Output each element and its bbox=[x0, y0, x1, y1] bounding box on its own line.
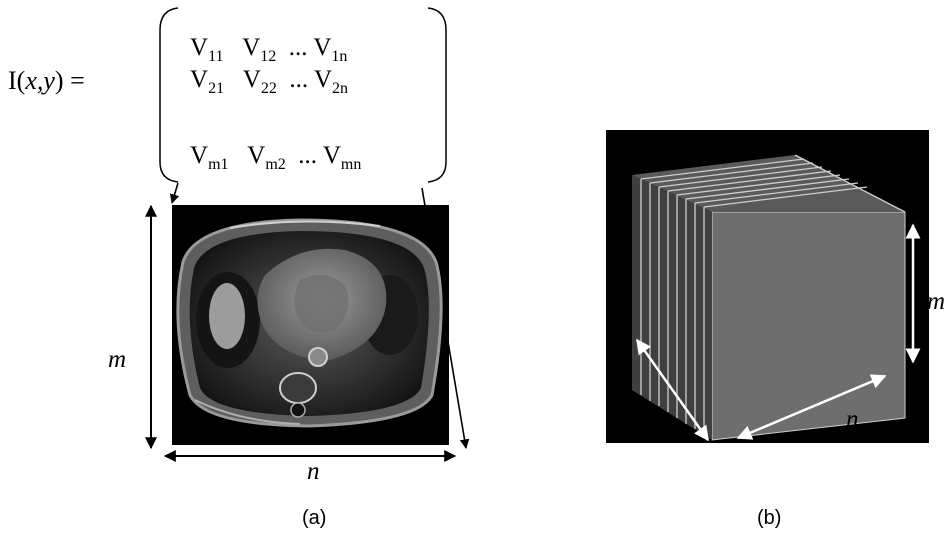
equation-lhs: I(x,y) = bbox=[8, 66, 85, 96]
width-label-a: n bbox=[307, 458, 320, 485]
matrix-row-1: V11 V12 ... V1n bbox=[190, 34, 347, 66]
lhs-variables: x,y bbox=[25, 66, 55, 95]
width-arrow-b bbox=[736, 374, 887, 440]
matrix-right-brace bbox=[427, 7, 447, 183]
depth-label-b: o bbox=[613, 374, 626, 401]
matrix-cell: V2n bbox=[313, 66, 348, 97]
matrix-row-2: V21 V22 ... V2n bbox=[190, 66, 348, 98]
caption-a: (a) bbox=[302, 507, 327, 529]
matrix-cell: V11 bbox=[190, 34, 224, 65]
matrix-ellipsis: ... bbox=[288, 34, 308, 61]
matrix-cell: Vm2 bbox=[247, 142, 286, 173]
matrix-ellipsis: ... bbox=[298, 142, 318, 169]
matrix-cell: V1n bbox=[313, 34, 348, 65]
matrix-row-3: Vm1 Vm2 ... Vmn bbox=[190, 142, 361, 174]
width-label-b: n bbox=[846, 406, 859, 433]
matrix-cell: Vmn bbox=[322, 142, 362, 173]
matrix-cell: V12 bbox=[242, 34, 277, 65]
lhs-suffix: ) = bbox=[54, 66, 85, 95]
volume-cube bbox=[632, 155, 906, 441]
mri-slice-image bbox=[172, 205, 449, 445]
matrix-left-brace bbox=[159, 7, 179, 183]
matrix-cell: V21 bbox=[190, 66, 225, 97]
depth-arrow-b bbox=[635, 338, 710, 442]
matrix-cell: Vm1 bbox=[190, 142, 229, 173]
matrix-ellipsis: ... bbox=[289, 66, 309, 93]
height-label-a: m bbox=[108, 346, 127, 373]
caption-b: (b) bbox=[757, 507, 782, 529]
pointer-line-top-left bbox=[169, 182, 180, 204]
height-label-b: m bbox=[927, 288, 946, 315]
matrix-cell: V22 bbox=[242, 66, 277, 97]
lhs-prefix: I( bbox=[8, 66, 26, 95]
